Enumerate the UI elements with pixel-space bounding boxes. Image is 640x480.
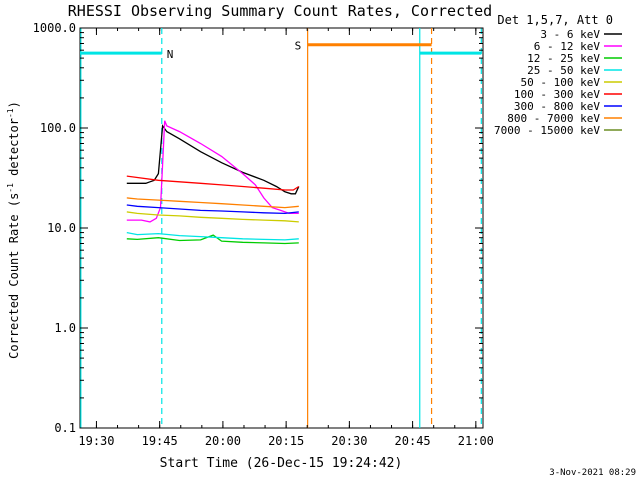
- series-line-4: [126, 211, 299, 223]
- series-line-0: [126, 124, 300, 195]
- series-line-6: [126, 204, 299, 215]
- y-tick-label-4: 1000.0: [33, 21, 76, 35]
- plot-area: NS: [79, 27, 484, 429]
- y-tick-label-3: 100.0: [40, 121, 76, 135]
- y-tick-label-2: 10.0: [47, 221, 76, 235]
- legend-label-1: 6 - 12 keV: [534, 40, 601, 53]
- x-tick-label-4: 20:30: [331, 434, 367, 448]
- y-axis-label: Corrected Count Rate (s-1 detector-1): [6, 101, 21, 359]
- series-line-7: [126, 197, 299, 209]
- series-line-5: [126, 175, 300, 191]
- series-line-1: [126, 120, 299, 223]
- x-tick-label-5: 20:45: [395, 434, 431, 448]
- legend-label-7: 800 - 7000 keV: [507, 112, 600, 125]
- legend-header: Det 1,5,7, Att 0: [497, 13, 613, 27]
- legend-label-2: 12 - 25 keV: [527, 52, 600, 65]
- legend-label-5: 100 - 300 keV: [514, 88, 600, 101]
- legend-label-3: 25 - 50 keV: [527, 64, 600, 77]
- legend-label-0: 3 - 6 keV: [540, 28, 600, 41]
- footer-date: 3-Nov-2021 08:29: [549, 468, 636, 478]
- x-tick-label-3: 20:15: [268, 434, 304, 448]
- flag-label-s: S: [295, 40, 302, 53]
- y-axis: 0.1 1.0 10.0 100.0 1000.0: [33, 21, 483, 435]
- chart-title: RHESSI Observing Summary Count Rates, Co…: [68, 2, 492, 20]
- series-line-2: [126, 234, 299, 245]
- legend-label-4: 50 - 100 keV: [521, 76, 601, 89]
- flag-label-n: N: [167, 48, 174, 61]
- x-tick-label-2: 20:00: [205, 434, 241, 448]
- legend-label-8: 7000 - 15000 keV: [494, 124, 600, 137]
- x-axis-label: Start Time (26-Dec-15 19:24:42): [160, 456, 403, 471]
- x-axis: 19:30 19:45 20:00 20:15 20:30 20:45 21:00: [78, 28, 494, 448]
- y-tick-label-1: 1.0: [54, 321, 76, 335]
- legend-label-6: 300 - 800 keV: [514, 100, 600, 113]
- series-line-3: [126, 231, 299, 241]
- x-tick-label-6: 21:00: [458, 434, 494, 448]
- x-tick-label-1: 19:45: [142, 434, 178, 448]
- y-tick-label-0: 0.1: [54, 421, 76, 435]
- x-tick-label-0: 19:30: [78, 434, 114, 448]
